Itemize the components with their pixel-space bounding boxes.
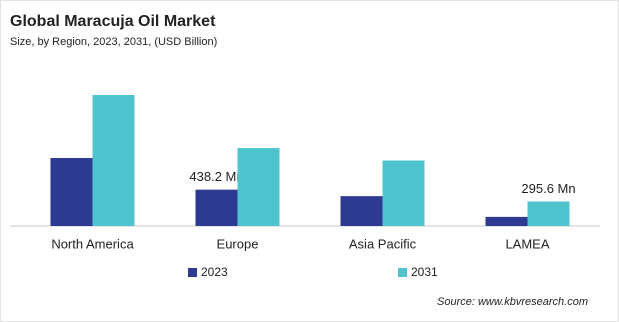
bar — [340, 196, 383, 226]
bar — [382, 160, 425, 226]
legend-label: 2031 — [411, 265, 438, 279]
chart-subtitle: Size, by Region, 2023, 2031, (USD Billio… — [10, 36, 217, 48]
bar — [50, 158, 93, 226]
x-tick-label: Asia Pacific — [349, 236, 417, 251]
chart-title: Global Maracuja Oil Market — [10, 13, 216, 30]
x-tick-label: North America — [51, 236, 134, 251]
bar — [527, 201, 570, 226]
source-note: Source: www.kbvresearch.com — [437, 296, 588, 308]
legend-swatch — [188, 268, 197, 277]
bar — [485, 216, 528, 226]
data-label: 438.2 Mn — [189, 169, 243, 184]
data-label: 295.6 Mn — [521, 181, 575, 196]
x-tick-label: LAMEA — [505, 236, 549, 251]
legend-swatch — [398, 268, 407, 277]
bar — [195, 189, 238, 226]
bar — [237, 148, 280, 226]
legend-label: 2023 — [201, 265, 228, 279]
bar — [92, 95, 135, 226]
x-tick-label: Europe — [217, 236, 259, 251]
